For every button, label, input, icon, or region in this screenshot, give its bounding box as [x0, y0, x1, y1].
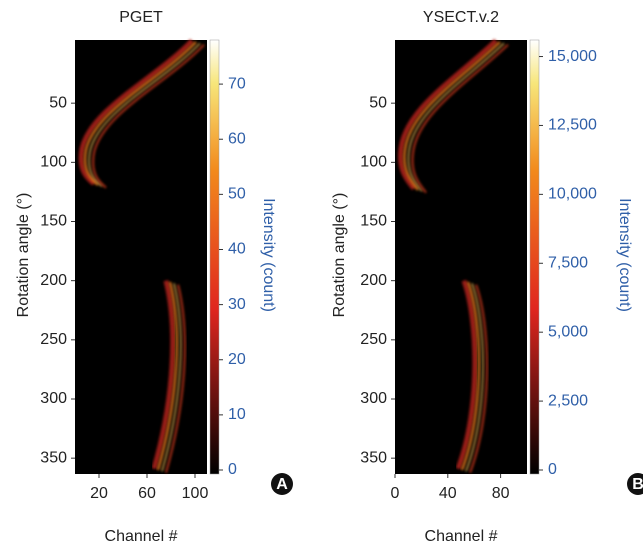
y-tick-label: 100 — [360, 154, 387, 171]
x-tick-label: 40 — [439, 485, 457, 502]
heatmap-image — [75, 40, 207, 474]
y-tick-label: 200 — [40, 272, 67, 289]
y-tick-label: 350 — [40, 449, 67, 466]
sinogram-trace — [465, 283, 484, 472]
colorbar-tick-label: 2,500 — [548, 392, 588, 409]
panel-label: B — [632, 476, 643, 493]
colorbar — [529, 39, 540, 475]
sinogram-trace — [156, 281, 178, 471]
sinogram-trace — [83, 41, 197, 186]
sinogram-trace — [151, 280, 176, 470]
colorbar-tick-label: 0 — [548, 461, 557, 478]
sinogram-trace — [407, 42, 505, 192]
colorbar-tick-label: 5,000 — [548, 323, 588, 340]
sinogram-trace — [397, 38, 498, 191]
x-tick-label: 0 — [391, 485, 400, 502]
y-tick-label: 200 — [360, 272, 387, 289]
colorbar-tick-label: 30 — [228, 296, 246, 313]
sinogram-trace — [403, 41, 501, 191]
colorbar-tick-label: 7,500 — [548, 254, 588, 271]
panel-label: A — [276, 476, 288, 493]
x-tick-label: 60 — [138, 485, 156, 502]
chart-title: YSECT.v.2 — [423, 9, 499, 26]
colorbar-tick-label: 40 — [228, 241, 246, 258]
x-tick-label: 100 — [182, 485, 209, 502]
sinogram-trace — [78, 38, 194, 186]
x-tick-label: 80 — [492, 485, 510, 502]
y-tick-label: 150 — [360, 213, 387, 230]
x-axis-label: Channel # — [425, 528, 498, 545]
y-tick-label: 250 — [40, 331, 67, 348]
sinogram-trace — [455, 279, 478, 470]
sinogram-trace — [92, 43, 205, 189]
colorbar-tick-label: 20 — [228, 351, 246, 368]
y-tick-label: 350 — [360, 449, 387, 466]
colorbar-tick-label: 60 — [228, 130, 246, 147]
panel-badge — [271, 473, 293, 495]
panel-badge — [627, 473, 643, 495]
colorbar-tick-label: 10,000 — [548, 186, 597, 203]
y-tick-label: 150 — [40, 213, 67, 230]
y-tick-label: 250 — [360, 331, 387, 348]
sinogram-trace — [165, 284, 186, 473]
sinogram-trace — [88, 42, 201, 187]
sinogram-trace — [161, 283, 182, 472]
y-tick-label: 50 — [49, 94, 67, 111]
sinogram-trace — [469, 284, 488, 474]
x-axis-label: Channel # — [105, 528, 178, 545]
sinogram-trace — [411, 43, 509, 194]
colorbar-tick-label: 0 — [228, 461, 237, 478]
colorbar-tick-label: 12,500 — [548, 117, 597, 134]
y-tick-label: 100 — [40, 154, 67, 171]
colorbar-tick-label: 50 — [228, 186, 246, 203]
y-tick-label: 300 — [360, 390, 387, 407]
chart-title: PGET — [119, 9, 163, 26]
colorbar-tick-label: 70 — [228, 75, 246, 92]
colorbar-tick-label: 15,000 — [548, 48, 597, 65]
colorbar-label: Intensity (count) — [260, 198, 277, 312]
colorbar-label: Intensity (count) — [616, 198, 633, 312]
colorbar-tick-label: 10 — [228, 406, 246, 423]
colorbar — [209, 39, 220, 475]
y-tick-label: 300 — [40, 390, 67, 407]
y-axis-label: Rotation angle (°) — [331, 193, 348, 318]
sinogram-trace — [460, 281, 481, 471]
x-tick-label: 20 — [90, 485, 108, 502]
y-tick-label: 50 — [369, 94, 387, 111]
heatmap-image — [395, 40, 527, 474]
y-axis-label: Rotation angle (°) — [15, 193, 32, 318]
